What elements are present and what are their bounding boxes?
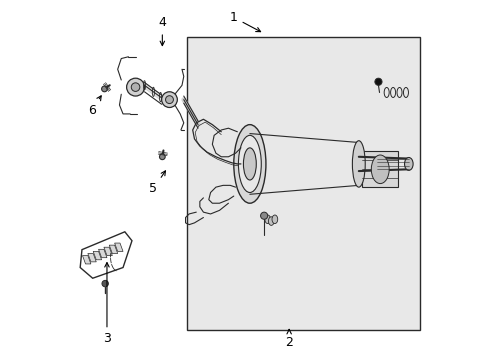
Ellipse shape [159,154,165,159]
Ellipse shape [264,215,270,224]
Ellipse shape [404,157,412,170]
Polygon shape [104,247,112,256]
Text: 4: 4 [158,16,166,46]
Polygon shape [88,253,96,262]
Text: 3: 3 [103,262,111,346]
Polygon shape [109,245,118,253]
Polygon shape [99,249,107,258]
Ellipse shape [165,96,173,104]
Ellipse shape [243,148,256,180]
Text: 2: 2 [285,329,292,349]
Ellipse shape [260,212,267,219]
Ellipse shape [162,92,177,108]
Ellipse shape [374,78,381,85]
Text: 5: 5 [149,171,165,195]
Ellipse shape [271,215,277,224]
Ellipse shape [102,86,107,92]
Bar [362,152,397,187]
Bar [187,37,419,330]
Polygon shape [82,256,91,264]
Ellipse shape [370,155,388,184]
Text: 1: 1 [229,11,260,32]
Polygon shape [93,251,102,260]
Ellipse shape [238,135,261,193]
Ellipse shape [233,125,265,203]
Text: 6: 6 [87,96,101,117]
Ellipse shape [268,217,274,225]
Ellipse shape [126,78,144,96]
Polygon shape [114,243,123,251]
Ellipse shape [352,141,365,187]
Ellipse shape [102,280,108,287]
Ellipse shape [131,83,140,91]
